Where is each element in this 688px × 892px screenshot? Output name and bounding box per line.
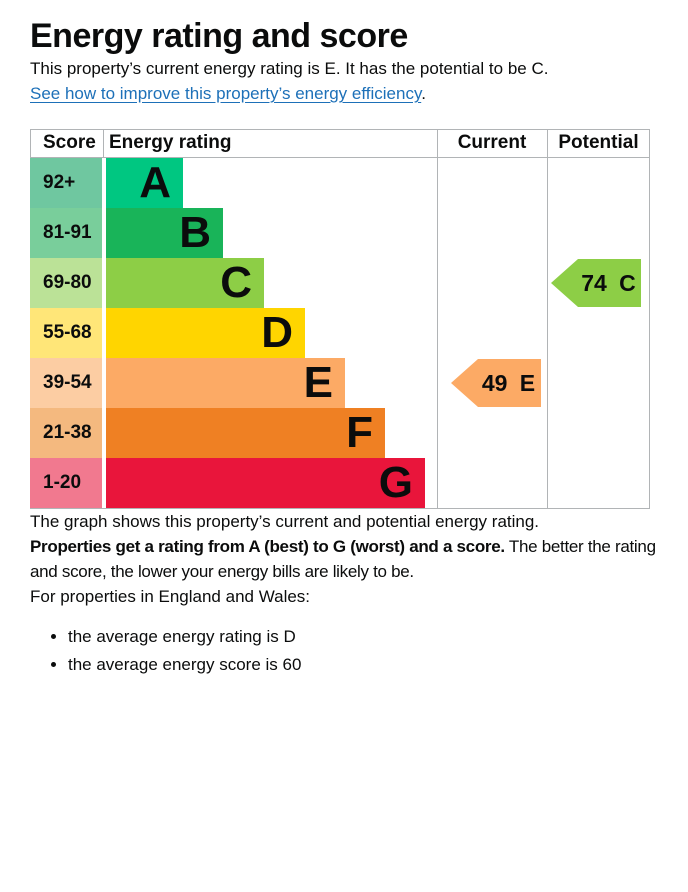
chart-caption: The graph shows this property’s current … — [30, 512, 540, 531]
table-left-border — [30, 130, 31, 158]
rating-current-divider — [437, 130, 438, 508]
list-item-average-score: the average energy score is 60 — [68, 652, 658, 677]
score-range-e: 39-54 — [30, 358, 102, 408]
potential-rating-label: 74 C — [581, 269, 636, 296]
epc-band-rows: 92+ A 81-91 B 69-80 C 55-68 D 39-54 E 21-38 F 1-20 G — [30, 158, 650, 508]
epc-band-row-c: 69-80 C — [30, 258, 650, 308]
score-rating-divider — [103, 130, 104, 158]
page-title: Energy rating and score — [30, 17, 408, 55]
rating-letter-c: C — [220, 258, 252, 307]
rating-bar-e: E — [106, 358, 345, 408]
energy-rating-column-header: Energy rating — [109, 132, 232, 153]
score-range-a: 92+ — [30, 158, 102, 208]
rating-bar-b: B — [106, 208, 223, 258]
potential-column-header: Potential — [558, 132, 639, 153]
header-bottom-border — [30, 157, 650, 158]
improve-paragraph: See how to improve this property’s energ… — [30, 81, 658, 106]
rating-letter-e: E — [303, 358, 333, 407]
epc-band-row-e: 39-54 E — [30, 358, 650, 408]
epc-page: Energy rating and score This property’s … — [0, 16, 688, 677]
rating-bar-g: G — [106, 458, 425, 508]
epc-band-row-f: 21-38 F — [30, 408, 650, 458]
current-potential-divider — [547, 130, 548, 508]
improve-link-suffix: . — [421, 84, 426, 103]
rating-explainer-bold: Properties get a rating from A (best) to… — [30, 537, 505, 556]
current-column-header: Current — [457, 132, 527, 153]
rating-bar-c: C — [106, 258, 264, 308]
score-range-d: 55-68 — [30, 308, 102, 358]
intro-text: This property’s current energy rating is… — [30, 59, 549, 78]
region-heading: For properties in England and Wales: — [30, 587, 311, 606]
list-item-average-rating: the average energy rating is D — [68, 624, 658, 649]
epc-band-row-d: 55-68 D — [30, 308, 650, 358]
rating-bar-f: F — [106, 408, 385, 458]
rating-letter-a: A — [139, 158, 171, 207]
rating-explainer-rest: The better the rating and score, the low… — [30, 537, 656, 581]
rating-letter-b: B — [179, 208, 211, 257]
epc-rating-chart: Score Energy rating Current Potential 92… — [30, 129, 650, 509]
current-rating-label: 49 E — [481, 369, 536, 396]
rating-bar-a: A — [106, 158, 183, 208]
region-average-list: the average energy rating is D the avera… — [30, 624, 658, 677]
rating-letter-f: F — [346, 408, 373, 457]
epc-chart-header: Score Energy rating Current Potential — [30, 130, 650, 158]
table-right-border — [649, 130, 650, 508]
rating-explainer: Properties get a rating from A (best) to… — [30, 534, 658, 584]
score-range-c: 69-80 — [30, 258, 102, 308]
score-column-header: Score — [43, 132, 96, 153]
score-range-b: 81-91 — [30, 208, 102, 258]
rating-letter-g: G — [378, 458, 413, 507]
score-range-f: 21-38 — [30, 408, 102, 458]
rating-bar-d: D — [106, 308, 305, 358]
epc-band-row-b: 81-91 B — [30, 208, 650, 258]
epc-band-row-g: 1-20 G — [30, 458, 650, 508]
improve-efficiency-link[interactable]: See how to improve this property’s energ… — [30, 84, 422, 103]
rating-letter-d: D — [261, 308, 293, 357]
epc-band-row-a: 92+ A — [30, 158, 650, 208]
score-range-g: 1-20 — [30, 458, 102, 508]
